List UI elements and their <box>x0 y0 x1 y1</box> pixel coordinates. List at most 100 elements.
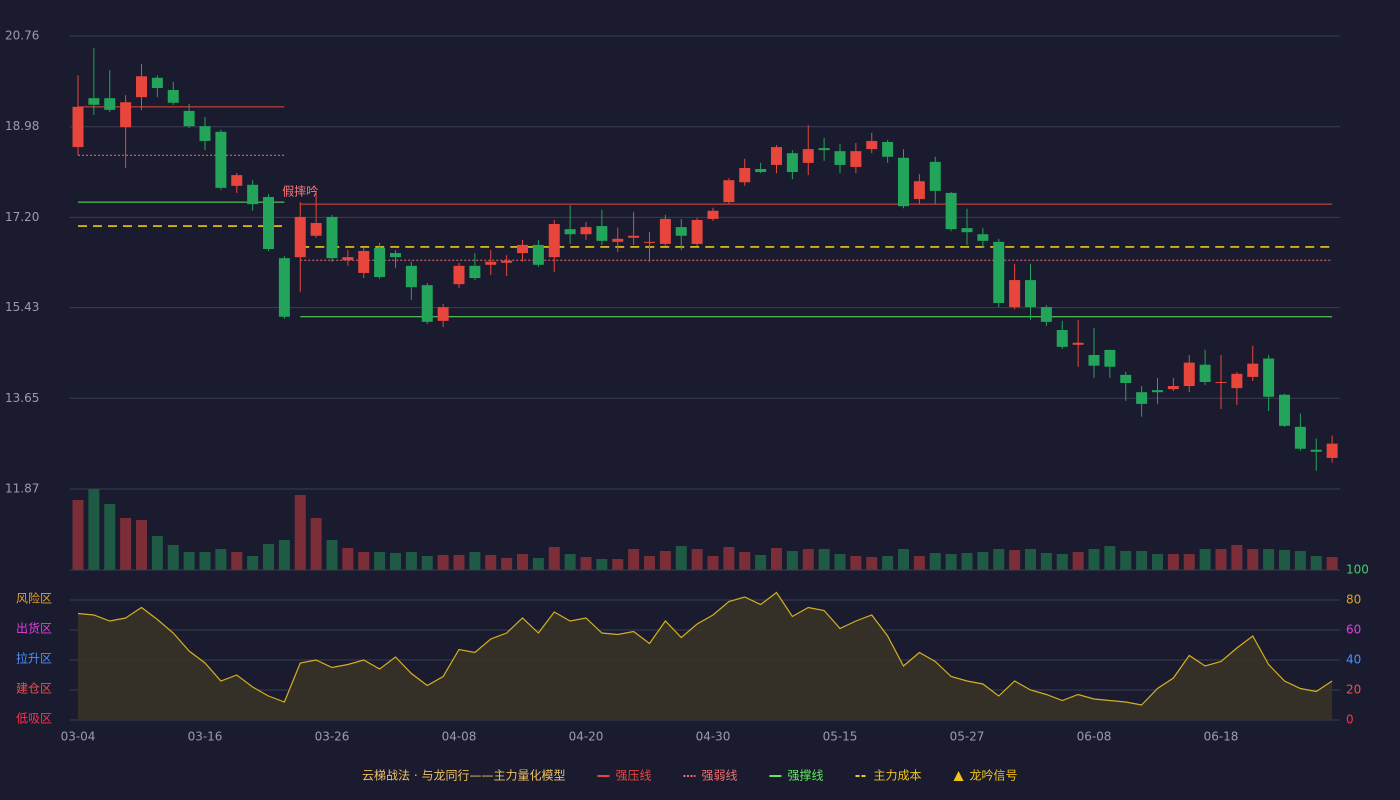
candle-body <box>580 227 592 235</box>
candle-body <box>517 244 528 254</box>
volume-bar <box>1247 549 1259 570</box>
volume-bar <box>723 547 735 570</box>
candle-body <box>691 219 703 244</box>
volume-bar <box>659 551 671 570</box>
volume-bar <box>532 558 544 570</box>
volume-bar <box>405 552 417 570</box>
volume-bar <box>390 553 401 570</box>
volume-bar <box>88 489 100 570</box>
candle-body <box>993 241 1005 304</box>
volume-bar <box>501 558 513 570</box>
x-tick-label: 06-08 <box>1077 730 1112 744</box>
volume-bar <box>151 536 163 570</box>
volume-bar <box>1088 549 1100 570</box>
indicator-tick-label: 80 <box>1346 593 1361 607</box>
candle-body <box>501 260 513 263</box>
volume-bar <box>1231 545 1243 570</box>
candle-body <box>104 98 116 110</box>
volume-bar <box>1294 551 1306 570</box>
volume-bar <box>802 549 814 570</box>
x-tick-label: 04-30 <box>696 730 731 744</box>
volume-bar <box>1326 557 1338 570</box>
candle-body <box>1072 342 1084 345</box>
volume-bar <box>120 518 132 570</box>
volume-bar <box>104 504 116 570</box>
candle-body <box>1009 280 1021 308</box>
volume-bar <box>247 556 259 570</box>
zone-label: 低吸区 <box>16 712 52 726</box>
volume-bar <box>898 549 909 570</box>
candle-body <box>755 168 767 173</box>
candle-body <box>167 90 179 103</box>
candle-body <box>834 151 846 165</box>
candle-body <box>898 157 909 207</box>
candle-body <box>437 307 449 321</box>
candle-body <box>1263 358 1275 397</box>
candle-body <box>1136 392 1148 404</box>
volume-bar <box>1056 554 1068 570</box>
candle-body <box>278 258 290 317</box>
candle-body <box>1294 426 1306 449</box>
candle-body <box>453 265 465 285</box>
volume-bar <box>1263 549 1275 570</box>
candle-body <box>88 98 100 105</box>
volume-bar <box>1025 549 1036 570</box>
volume-bar <box>644 556 655 570</box>
candle-body <box>1215 381 1227 384</box>
volume-bar <box>231 552 243 570</box>
volume-bar <box>72 500 84 570</box>
volume-bar <box>453 555 465 570</box>
volume-bar <box>691 549 703 570</box>
x-tick-label: 03-26 <box>315 730 350 744</box>
volume-bar <box>342 548 354 570</box>
volume-bar <box>326 540 338 570</box>
candle-body <box>977 234 989 241</box>
candle-body <box>771 147 782 165</box>
candle-body <box>1326 443 1338 458</box>
candle-body <box>644 241 655 243</box>
volume-bar <box>850 556 862 570</box>
candle-body <box>548 224 560 258</box>
candle-body <box>1152 390 1163 393</box>
volume-bar <box>1199 549 1211 570</box>
volume-bar <box>977 552 989 570</box>
volume-bar <box>517 554 528 570</box>
candle-body <box>1167 386 1179 390</box>
candle-body <box>390 253 401 258</box>
volume-bar <box>866 557 878 570</box>
volume-bar <box>167 545 179 570</box>
volume-bar <box>945 554 957 570</box>
candle-body <box>802 149 814 163</box>
candle-body <box>913 181 925 200</box>
volume-bar <box>1104 546 1116 570</box>
volume-bar <box>739 552 751 570</box>
indicator-tick-label: 60 <box>1346 623 1361 637</box>
candle-body <box>120 102 132 128</box>
signal-label: 假摔吟 <box>282 184 318 199</box>
volume-bar <box>818 549 830 570</box>
candle-body <box>596 226 608 241</box>
candle-body <box>1279 394 1290 426</box>
legend-label: 强撑线 <box>787 768 823 783</box>
candle-body <box>72 106 84 148</box>
candle-body <box>469 265 481 279</box>
y-tick-label: 11.87 <box>5 482 39 496</box>
volume-bar <box>628 549 640 570</box>
candle-body <box>612 238 624 242</box>
volume-bar <box>1279 550 1290 570</box>
volume-bar <box>374 552 386 570</box>
zone-label: 拉升区 <box>16 651 52 666</box>
volume-bar <box>1009 550 1021 570</box>
y-tick-label: 18.98 <box>5 119 39 133</box>
candle-body <box>882 141 894 157</box>
volume-bar <box>834 554 846 570</box>
candle-body <box>628 235 640 238</box>
candle-body <box>136 76 147 98</box>
volume-bar <box>755 555 767 570</box>
candle-body <box>1120 374 1132 384</box>
candle-body <box>310 223 322 236</box>
candle-body <box>818 148 830 151</box>
volume-bar <box>199 552 211 570</box>
x-tick-label: 05-27 <box>950 730 985 744</box>
candle-body <box>675 227 687 236</box>
